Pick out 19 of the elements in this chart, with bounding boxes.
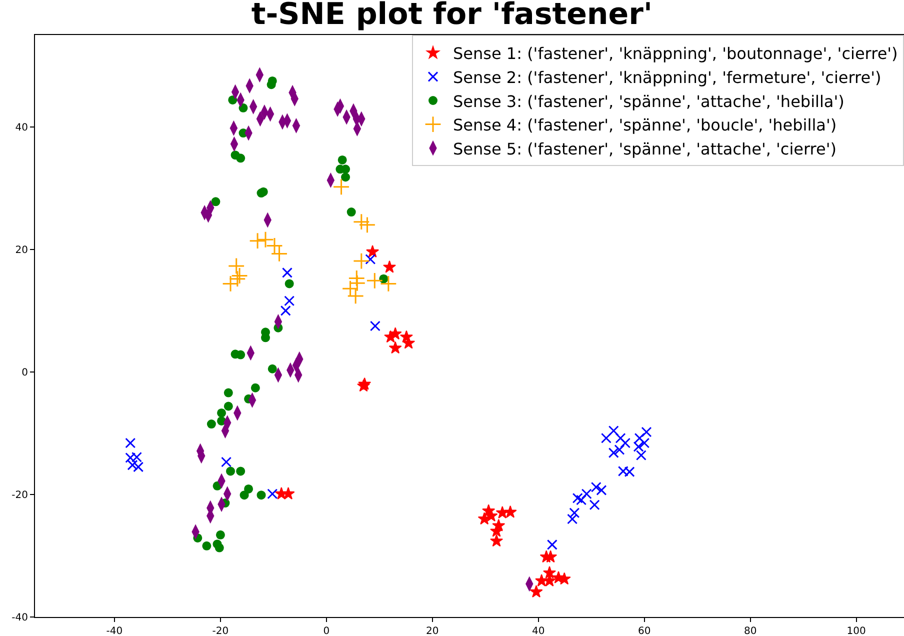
legend-label: Sense 4: ('fastener', 'spänne', 'boucle', 'hebilla') (453, 116, 837, 135)
chart-title: t-SNE plot for 'fastener' (251, 0, 653, 32)
y-tick-label: 0 (22, 367, 28, 378)
legend-label: Sense 1: ('fastener', 'knäppning', 'boutonnage', 'cierre') (453, 44, 898, 64)
x-tick-label: -20 (212, 626, 229, 636)
y-tick-label: -40 (12, 612, 28, 624)
x-tick-label: 20 (426, 626, 439, 636)
legend-label: Sense 2: ('fastener', 'knäppning', 'fermeture', 'cierre') (453, 68, 882, 87)
x-tick-label: 40 (532, 626, 545, 636)
legend-label: Sense 3: ('fastener', 'spänne', 'attache', 'hebilla') (453, 92, 844, 111)
y-tick-label: 20 (15, 244, 28, 256)
x-tick-label: 80 (744, 626, 757, 636)
x-tick-label: -40 (106, 626, 123, 636)
y-tick-label: -20 (12, 490, 28, 501)
x-tick-label: 60 (638, 626, 651, 636)
x-tick-label: 100 (846, 626, 866, 636)
y-tick-label: 40 (15, 122, 28, 134)
legend-label: Sense 5: ('fastener', 'spänne', 'attache', 'cierre') (453, 139, 837, 158)
x-tick-label: 0 (323, 626, 330, 636)
